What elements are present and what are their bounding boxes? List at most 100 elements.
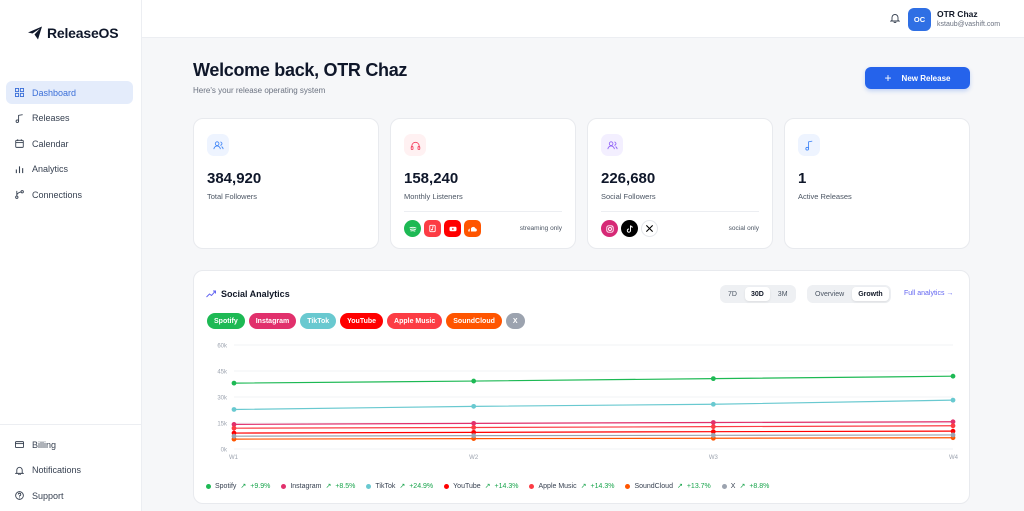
legend-label: X — [730, 482, 736, 490]
data-point-apple-music — [231, 425, 237, 431]
grid-icon — [15, 88, 24, 97]
sidebar-item-analytics[interactable]: Analytics — [6, 158, 133, 181]
trend-up-icon: ↗ — [739, 483, 746, 490]
tiktok-icon[interactable] — [621, 220, 638, 237]
series-line-youtube — [233, 430, 954, 434]
data-point-x — [471, 433, 477, 439]
y-tick-label: 30k — [217, 396, 228, 402]
sidebar-item-support[interactable]: Support — [6, 484, 136, 507]
legend-item-soundcloud: SoundCloud ↗ +13.7% — [625, 482, 711, 490]
range-30d[interactable]: 30D — [744, 287, 770, 301]
sidebar-item-label: Releases — [32, 113, 70, 124]
view-growth[interactable]: Growth — [852, 287, 889, 301]
data-point-spotify — [950, 373, 956, 379]
sidebar-item-releases[interactable]: Releases — [6, 107, 133, 130]
spotify-icon[interactable] — [404, 220, 421, 237]
trend-up-icon: ↗ — [484, 483, 491, 490]
calendar-icon — [15, 139, 24, 149]
sidebar-item-label: Analytics — [32, 164, 69, 175]
full-analytics-link[interactable]: Full analytics → — [904, 290, 954, 297]
series-line-x — [233, 434, 954, 437]
users-icon — [601, 134, 623, 156]
stat-value: 158,240 — [404, 170, 459, 187]
growth-line-chart: 0k 15k 30k 45k 60k W1 W2 W3 W4 — [217, 344, 959, 462]
apple-music-icon[interactable] — [424, 220, 441, 237]
x-tick-label: W4 — [949, 455, 959, 461]
data-point-youtube — [710, 429, 716, 435]
legend-delta: +14.3% — [590, 482, 615, 490]
sidebar-item-label: Dashboard — [32, 87, 77, 98]
platform-chip-x[interactable]: X — [505, 313, 525, 329]
stat-note: social only — [728, 225, 759, 232]
sidebar-item-dashboard[interactable]: Dashboard — [6, 81, 133, 104]
sidebar-item-connections[interactable]: Connections — [6, 183, 133, 206]
new-release-button[interactable]: + New Release — [865, 67, 970, 89]
chart-legend: Spotify ↗ +9.9% Instagram ↗ +8.5% TikTok ↗ +24.9… — [206, 482, 769, 490]
stat-label: Total Followers — [207, 192, 258, 201]
legend-delta: +8.8% — [749, 482, 770, 490]
legend-delta: +13.7% — [686, 482, 711, 490]
sidebar-item-label: Calendar — [32, 138, 69, 149]
paper-plane-icon — [28, 26, 42, 40]
legend-label: Instagram — [290, 482, 322, 490]
social-analytics-panel: Social Analytics 7D 30D 3M Overview Grow… — [193, 270, 970, 504]
platform-chip-youtube[interactable]: YouTube — [340, 313, 384, 329]
view-selector: Overview Growth — [807, 285, 891, 303]
page-subtitle: Here's your release operating system — [193, 86, 326, 95]
sidebar-item-calendar[interactable]: Calendar — [6, 132, 133, 155]
avatar[interactable]: OC — [908, 8, 931, 31]
top-bar: OC OTR Chaz kstaub@vashift.com — [142, 0, 1024, 38]
app-logo[interactable]: ReleaseOS — [27, 25, 119, 41]
legend-delta: +9.9% — [250, 482, 271, 490]
legend-dot — [366, 483, 372, 489]
platform-icons — [601, 220, 658, 237]
data-point-instagram — [950, 419, 956, 425]
stat-card-total-followers: 384,920 Total Followers — [193, 118, 379, 249]
platform-chip-tiktok[interactable]: TikTok — [300, 313, 337, 329]
data-point-x — [231, 433, 237, 439]
legend-dot — [625, 483, 631, 489]
soundcloud-icon[interactable] — [464, 220, 481, 237]
stat-card-monthly-listeners: 158,240 Monthly Listeners streaming only — [390, 118, 576, 249]
data-point-x — [710, 432, 716, 438]
legend-item-x: X ↗ +8.8% — [721, 482, 770, 490]
panel-title-text: Social Analytics — [221, 289, 290, 299]
legend-dot — [721, 483, 727, 489]
x-icon[interactable] — [641, 220, 658, 237]
sidebar-bottom-nav: Billing Notifications Support — [0, 424, 142, 510]
range-7d[interactable]: 7D — [728, 290, 737, 298]
instagram-icon[interactable] — [601, 220, 618, 237]
legend-item-instagram: Instagram ↗ +8.5% — [281, 482, 355, 490]
trend-up-icon: ↗ — [580, 483, 587, 490]
bar-chart-icon — [15, 165, 24, 174]
platform-chip-apple-music[interactable]: Apple Music — [387, 313, 443, 329]
platform-chip-soundcloud[interactable]: SoundCloud — [446, 313, 502, 329]
data-point-tiktok — [231, 407, 237, 412]
legend-dot — [444, 483, 450, 489]
legend-label: YouTube — [453, 482, 481, 490]
platform-chip-instagram[interactable]: Instagram — [248, 313, 297, 329]
sidebar-item-billing[interactable]: Billing — [6, 433, 136, 456]
series-line-spotify — [233, 375, 954, 384]
sidebar-nav: Dashboard Releases Calendar Analytics Co… — [6, 81, 133, 209]
trend-up-icon: ↗ — [325, 483, 332, 490]
data-point-apple-music — [950, 423, 956, 429]
series-line-instagram — [233, 421, 954, 425]
legend-item-spotify: Spotify ↗ +9.9% — [206, 482, 270, 490]
data-point-youtube — [950, 428, 956, 434]
bell-icon[interactable] — [890, 13, 900, 23]
range-3m[interactable]: 3M — [777, 290, 788, 298]
view-overview[interactable]: Overview — [815, 290, 845, 298]
sidebar-item-notifications[interactable]: Notifications — [6, 459, 136, 482]
stat-value: 1 — [798, 170, 807, 187]
music-note-icon — [15, 113, 24, 123]
platform-chip-spotify[interactable]: Spotify — [207, 313, 245, 329]
youtube-icon[interactable] — [444, 220, 461, 237]
data-point-instagram — [710, 420, 716, 425]
legend-delta: +8.5% — [335, 482, 356, 490]
trend-up-icon: ↗ — [399, 483, 406, 490]
bell-icon — [15, 466, 24, 475]
platform-filter-chips: Spotify Instagram TikTok YouTube Apple Music… — [207, 313, 525, 329]
trending-up-icon — [206, 290, 216, 298]
music-note-icon — [798, 134, 820, 156]
